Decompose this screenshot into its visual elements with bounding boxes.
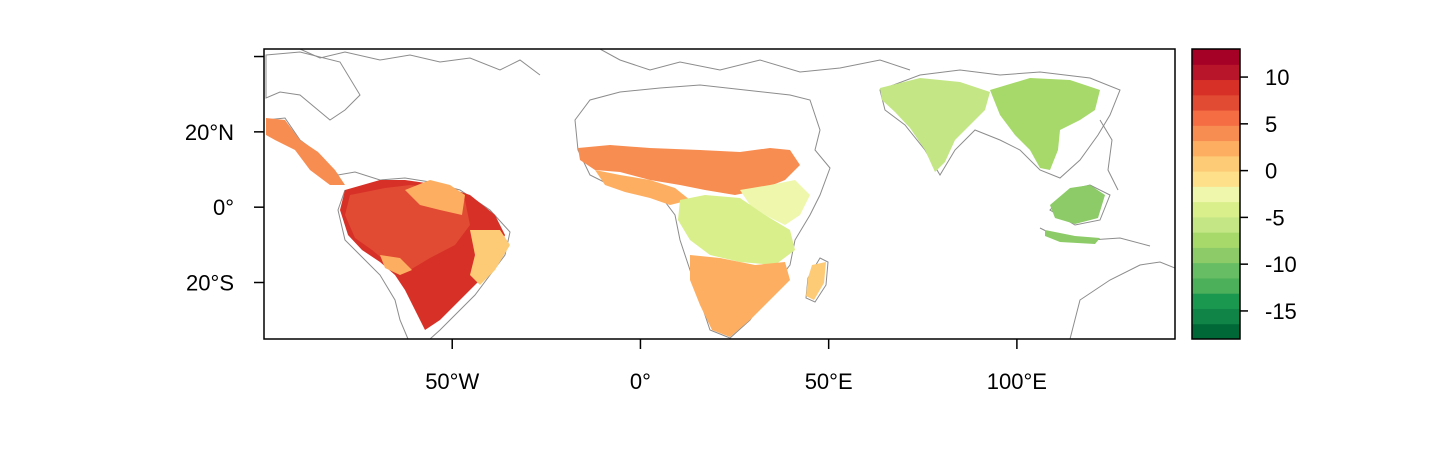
madagascar-region bbox=[806, 262, 826, 300]
legend-tick-label: 10 bbox=[1265, 65, 1289, 90]
x-axis: 50°W 0° 50°E 100°E bbox=[425, 339, 1047, 394]
legend-color-band bbox=[1192, 64, 1240, 81]
legend-color-band bbox=[1192, 216, 1240, 233]
legend-color-band bbox=[1192, 110, 1240, 126]
north-america-top bbox=[299, 49, 541, 76]
amazon-north-region bbox=[380, 180, 465, 275]
legend-color-band bbox=[1192, 232, 1240, 248]
australia-outline bbox=[1069, 261, 1175, 339]
y-tick-label: 20°S bbox=[186, 271, 234, 296]
x-tick-label: 100°E bbox=[987, 369, 1047, 394]
legend-color-band bbox=[1192, 186, 1240, 203]
legend-tick-label: -15 bbox=[1265, 299, 1297, 324]
x-tick-label: 50°E bbox=[805, 369, 853, 394]
legend-color-band bbox=[1192, 293, 1240, 309]
legend-color-band bbox=[1192, 323, 1240, 340]
east-africa-region bbox=[740, 180, 810, 225]
legend-color-band bbox=[1192, 140, 1240, 157]
south-asia-region bbox=[880, 78, 990, 172]
legend-color-band bbox=[1192, 201, 1240, 218]
x-tick-label: 0° bbox=[630, 369, 651, 394]
map-panel: 50°W 0° 50°E 100°E 20°N 0° 20°S bbox=[185, 48, 1176, 394]
europe-coastline bbox=[599, 49, 911, 73]
sahel-band-region bbox=[578, 145, 800, 195]
y-tick-label: 20°N bbox=[185, 120, 234, 145]
legend-ticks: 10 5 0 -5 -10 -15 bbox=[1240, 65, 1297, 324]
legend-color-band bbox=[1192, 94, 1240, 111]
central-africa-region bbox=[678, 195, 795, 265]
indonesia-region bbox=[1045, 185, 1105, 244]
legend-tick-label: -10 bbox=[1265, 252, 1297, 277]
legend-color-band bbox=[1192, 79, 1240, 96]
data-regions bbox=[266, 78, 1105, 337]
legend-color-band bbox=[1192, 155, 1240, 172]
legend-tick-label: 5 bbox=[1265, 112, 1277, 137]
legend-color-band bbox=[1192, 277, 1240, 294]
map-frame bbox=[263, 48, 1176, 340]
y-axis: 20°N 0° 20°S bbox=[185, 55, 264, 296]
legend-color-band bbox=[1192, 125, 1240, 142]
legend-tick-label: 0 bbox=[1265, 159, 1277, 184]
legend-color-band bbox=[1192, 262, 1240, 279]
legend-color-bands bbox=[1192, 49, 1240, 340]
west-africa-coast-region bbox=[595, 170, 690, 205]
x-tick-label: 50°W bbox=[425, 369, 479, 394]
legend-frame bbox=[1191, 48, 1241, 340]
indochina-region bbox=[990, 78, 1100, 170]
legend-tick-label: -5 bbox=[1265, 205, 1285, 230]
color-legend: 10 5 0 -5 -10 -15 bbox=[1191, 48, 1297, 340]
y-tick-label: 0° bbox=[213, 195, 234, 220]
legend-color-band bbox=[1192, 247, 1240, 264]
central-america-region bbox=[266, 118, 345, 185]
legend-color-band bbox=[1192, 308, 1240, 325]
southern-africa-region bbox=[690, 255, 790, 337]
legend-color-band bbox=[1192, 171, 1240, 187]
legend-color-band bbox=[1192, 49, 1240, 65]
brazil-east-region bbox=[470, 230, 510, 285]
